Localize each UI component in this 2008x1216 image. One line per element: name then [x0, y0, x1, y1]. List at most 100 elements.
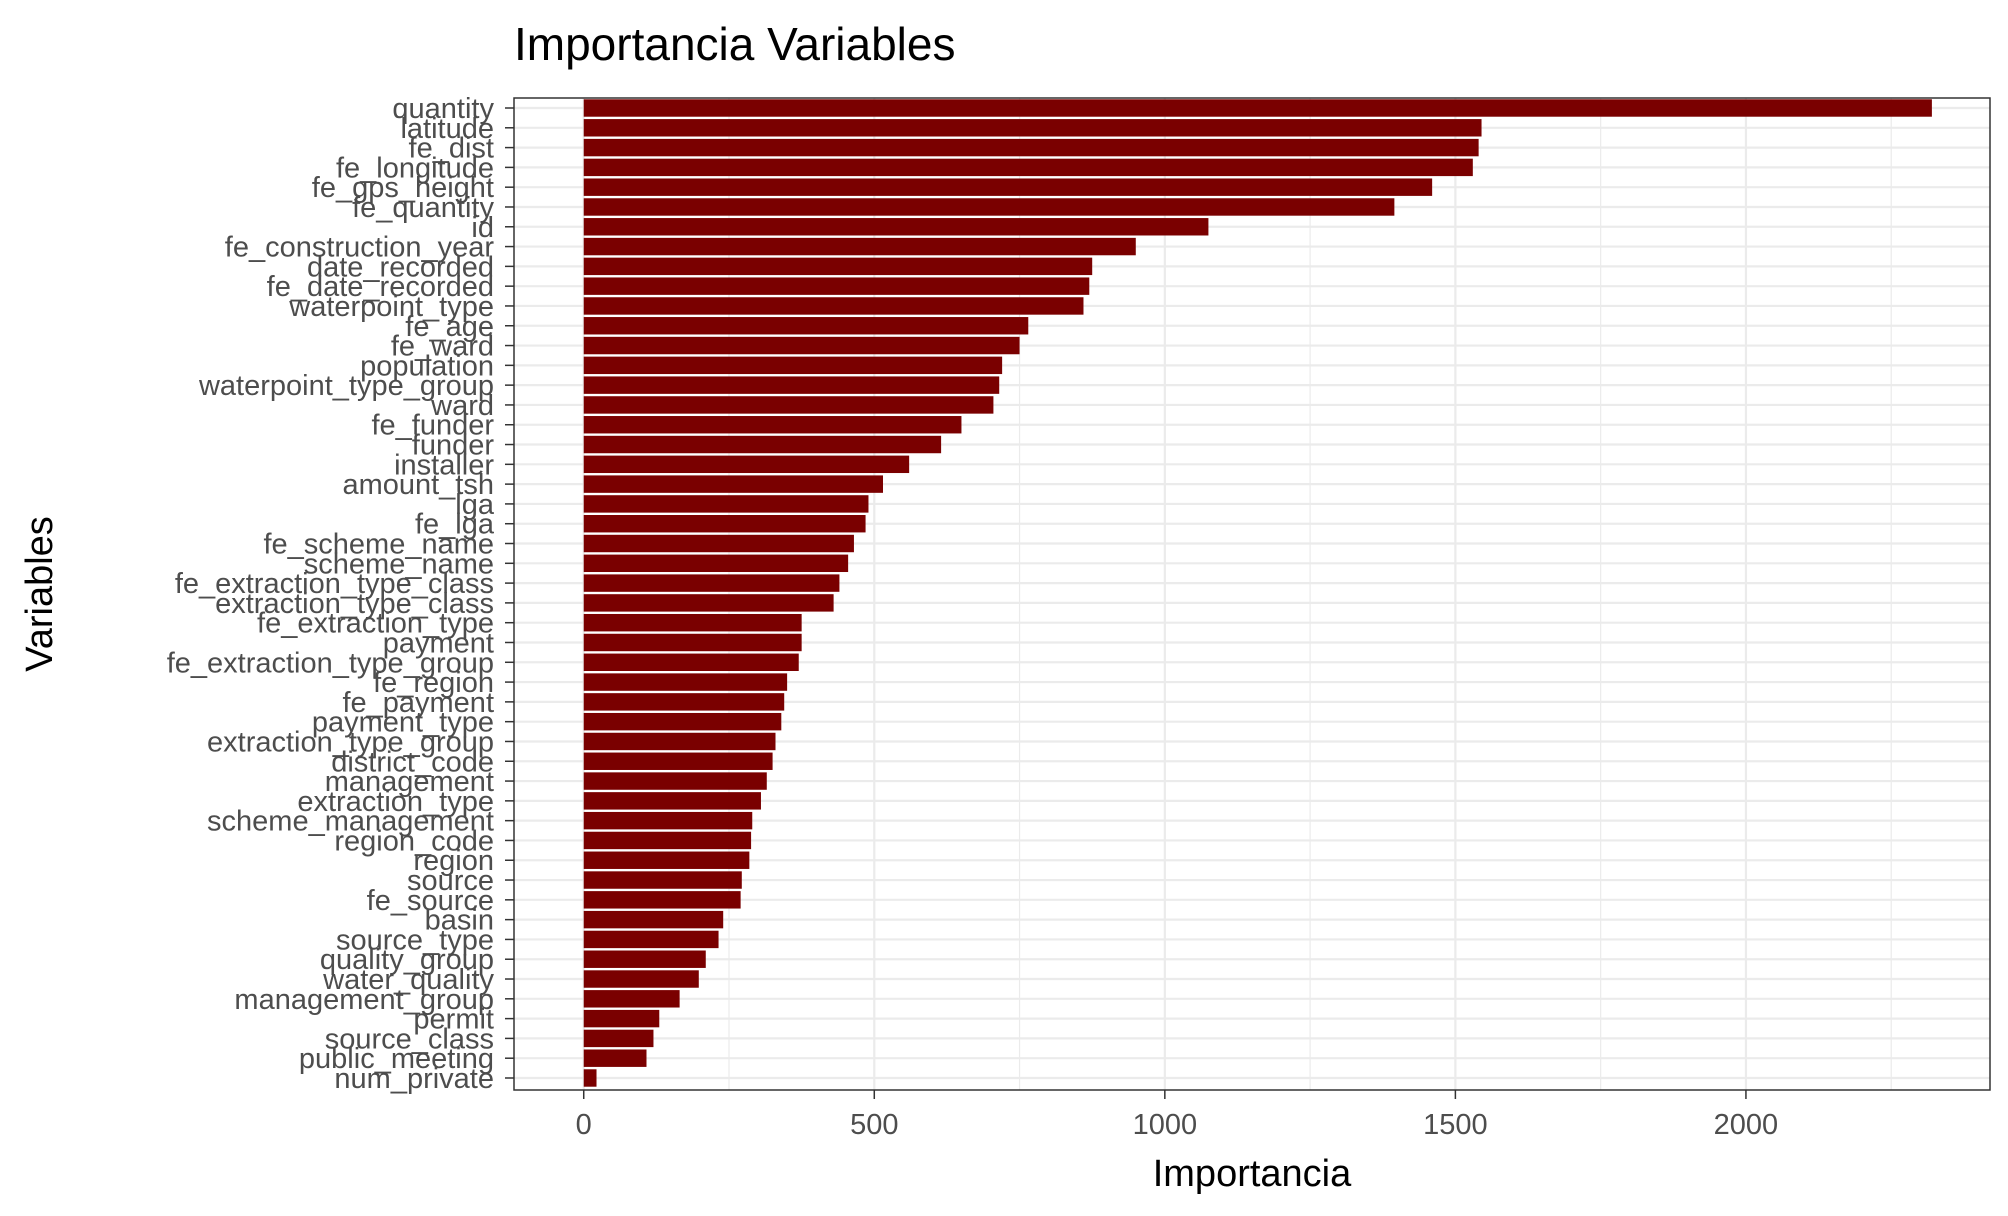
y-tick-label: public_meeting: [299, 1043, 494, 1075]
bar-latitude: [583, 119, 1482, 137]
bar-fe-dist: [583, 138, 1479, 157]
bar-fe-extraction-type: [583, 613, 802, 632]
bar-funder: [583, 435, 942, 454]
y-tick-label: latitude: [400, 113, 494, 145]
y-tick-label: scheme_management: [207, 806, 494, 838]
bar-management-group: [583, 990, 680, 1008]
plot-panel-border: [513, 97, 1991, 1091]
bar-waterpoint-type: [583, 297, 1084, 315]
bar-source-type: [583, 930, 719, 949]
bar-quality-group: [583, 950, 706, 968]
bar-date-recorded: [583, 257, 1093, 276]
y-tick-label: fe_region: [373, 667, 494, 699]
bar-waterpoint-type-group: [583, 376, 1000, 394]
y-tick-label: region_code: [334, 825, 494, 857]
y-tick-label: fe_payment: [342, 687, 494, 719]
y-tick-label: num_private: [334, 1063, 494, 1095]
y-tick-label: extraction_type_group: [207, 726, 494, 758]
bar-management: [583, 772, 767, 790]
bar-source-class: [583, 1029, 654, 1048]
y-tick-label: funder: [412, 430, 495, 462]
y-tick-label: date_recorded: [307, 251, 494, 283]
bar-extraction-type-class: [583, 594, 834, 612]
bar-scheme-management: [583, 811, 753, 830]
x-tick-label: 1000: [1133, 1109, 1198, 1141]
y-tick-label: fe_extraction_type_class: [175, 568, 494, 600]
y-tick-label: source: [407, 865, 494, 897]
y-tick-label: fe_ward: [391, 331, 494, 363]
bar-fe-extraction-type-class: [583, 574, 840, 592]
y-tick-label: source_class: [325, 1023, 494, 1055]
y-tick-label: region: [413, 845, 494, 877]
bar-population: [583, 356, 1003, 375]
y-tick-label: payment_type: [312, 707, 494, 739]
bar-fe-gps-height: [583, 178, 1433, 196]
y-axis-title: Variables: [19, 516, 61, 672]
bar-fe-quantity: [583, 198, 1395, 216]
bar-payment-type: [583, 712, 782, 731]
bar-extraction-type: [583, 792, 761, 810]
bar-amount-tsh: [583, 475, 883, 493]
bar-fe-longitude: [583, 158, 1473, 177]
y-tick-label: management_group: [234, 984, 494, 1016]
bar-region-code: [583, 831, 752, 850]
y-tick-label: amount_tsh: [342, 469, 494, 501]
y-tick-label: fe_date_recorded: [267, 271, 494, 303]
y-tick-label: waterpoint_type_group: [198, 370, 494, 402]
bar-fe-construction-year: [583, 237, 1136, 256]
y-tick-label: fe_extraction_type_group: [167, 647, 494, 679]
bar-fe-lga: [583, 515, 866, 533]
category-labels: quantitylatitudefe_distfe_longitudefe_gp…: [167, 93, 514, 1095]
y-tick-label: waterpoint_type: [288, 291, 494, 323]
bar-fe-region: [583, 673, 788, 691]
bar-water-quality: [583, 970, 699, 988]
x-tick-label: 0: [576, 1109, 592, 1141]
x-tick-label: 1500: [1423, 1109, 1488, 1141]
y-tick-label: fe_quantity: [352, 192, 494, 224]
bar-num-private: [583, 1069, 597, 1087]
bar-fe-date-recorded: [583, 277, 1090, 295]
y-tick-label: installer: [394, 449, 494, 481]
chart-title: Importancia Variables: [514, 18, 955, 70]
bar-fe-ward: [583, 336, 1020, 355]
y-tick-label: fe_lga: [415, 509, 495, 541]
y-tick-label: extraction_type_class: [215, 588, 494, 620]
y-tick-label: lga: [455, 489, 495, 521]
y-tick-label: ward: [430, 390, 494, 422]
x-axis-title: Importancia: [1153, 1153, 1352, 1195]
y-tick-label: management: [325, 766, 494, 798]
bar-basin: [583, 910, 724, 929]
y-tick-label: fe_source: [367, 885, 494, 917]
y-tick-label: fe_longitude: [336, 152, 494, 184]
x-axis-ticks: 0 500 1000 1500 2000: [576, 1090, 1779, 1141]
bar-scheme-name: [583, 554, 849, 573]
y-tick-label: payment: [383, 627, 494, 659]
bar-ward: [583, 396, 994, 414]
bar-fe-funder: [583, 416, 962, 434]
bar-installer: [583, 455, 910, 474]
y-tick-label: population: [360, 350, 494, 382]
y-tick-label: fe_extraction_type: [257, 608, 494, 640]
bar-fe-extraction-type-group: [583, 653, 799, 671]
bar-fe-payment: [583, 693, 785, 711]
bar-fe-source: [583, 891, 741, 909]
y-tick-label: fe_dist: [409, 133, 494, 165]
bar-fe-scheme-name: [583, 534, 854, 553]
y-tick-label: fe_age: [405, 311, 494, 343]
bar-permit: [583, 1009, 660, 1028]
x-tick-label: 2000: [1714, 1109, 1779, 1141]
y-tick-label: source_type: [336, 924, 494, 956]
bar-id: [583, 218, 1209, 236]
y-tick-label: scheme_name: [304, 548, 494, 580]
y-tick-label: basin: [425, 905, 494, 937]
y-tick-label: fe_scheme_name: [263, 529, 494, 561]
bar-extraction-type-group: [583, 732, 776, 751]
y-tick-label: id: [471, 212, 494, 244]
bar-source: [583, 871, 742, 889]
bars: [583, 99, 1932, 1087]
bar-payment: [583, 633, 802, 652]
bar-lga: [583, 495, 869, 513]
bar-public-meeting: [583, 1049, 647, 1067]
y-tick-label: fe_gps_height: [312, 172, 494, 204]
